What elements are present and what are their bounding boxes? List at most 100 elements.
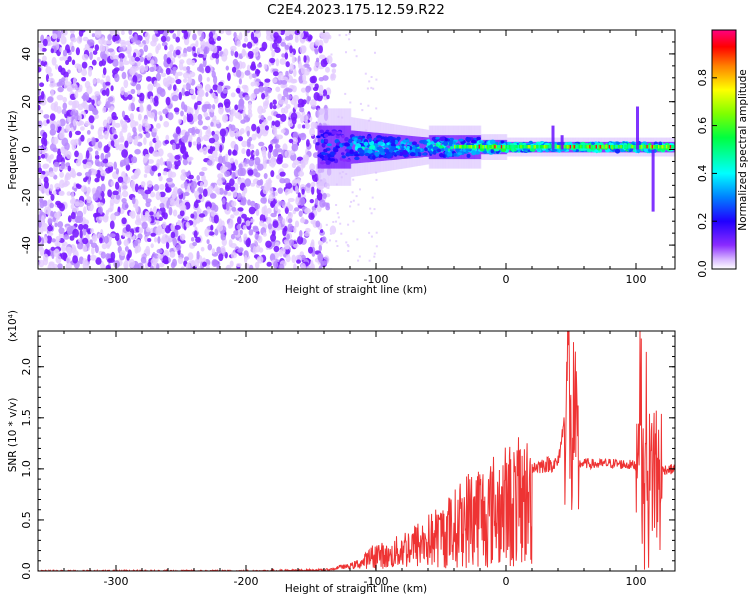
heatmap-cell	[121, 183, 128, 191]
heatmap-cell	[256, 126, 261, 134]
heatmap-cell	[102, 264, 106, 269]
heatmap-cell	[267, 150, 272, 159]
heatmap-cell	[168, 30, 175, 34]
heatmap-cell	[286, 233, 291, 240]
heatmap-cell	[233, 230, 239, 236]
heatmap-cell	[128, 258, 135, 268]
heatmap-cell	[236, 224, 242, 230]
heatmap-cell	[133, 138, 139, 146]
heatmap-cell	[82, 224, 89, 230]
heatmap-cell	[481, 145, 484, 149]
snr-y-multiplier: (x10⁴)	[7, 310, 19, 342]
heatmap-cell	[652, 145, 655, 149]
heatmap-cell	[85, 161, 93, 169]
heatmap-cell	[131, 96, 136, 103]
heatmap-cell	[401, 147, 405, 150]
heatmap-cell	[385, 150, 390, 155]
heatmap-cell	[364, 72, 367, 75]
heatmap-cell	[614, 148, 621, 154]
y-tick-label: 20	[20, 95, 33, 109]
heatmap-cell	[196, 100, 202, 106]
heatmap-cell	[229, 218, 234, 228]
heatmap-cell	[261, 92, 266, 100]
heatmap-cell	[145, 127, 149, 132]
heatmap-cell	[92, 235, 96, 242]
heatmap-cell	[304, 207, 311, 214]
heatmap-cell	[269, 57, 276, 64]
heatmap-cell	[309, 199, 314, 204]
heatmap-cell	[534, 145, 537, 149]
heatmap-cell	[38, 155, 41, 160]
spectrogram-y-ticks: -40 -20 0 20 40	[20, 29, 675, 270]
heatmap-cell	[551, 149, 558, 152]
heatmap-cell	[202, 188, 208, 197]
heatmap-cell	[275, 86, 281, 93]
heatmap-cell	[344, 142, 350, 147]
heatmap-cell	[74, 201, 81, 207]
heatmap-cell	[277, 93, 283, 101]
heatmap-cell	[183, 66, 187, 71]
heatmap-cell	[168, 206, 173, 216]
heatmap-cell	[192, 46, 196, 52]
x-tick-label: 0	[503, 575, 510, 588]
heatmap-cell	[72, 207, 78, 213]
heatmap-cell	[638, 145, 641, 149]
heatmap-cell	[166, 51, 173, 60]
heatmap-cell	[82, 228, 87, 236]
heatmap-cell	[164, 259, 169, 265]
heatmap-cell	[230, 214, 235, 219]
heatmap-cell	[341, 152, 345, 156]
heatmap-cell	[46, 235, 52, 244]
heatmap-cell	[107, 48, 115, 53]
heatmap-cell	[144, 123, 151, 130]
heatmap-cell	[86, 130, 91, 135]
heatmap-cell	[57, 148, 62, 156]
heatmap-cell	[513, 145, 516, 149]
heatmap-cell	[66, 226, 72, 235]
heatmap-cell	[211, 92, 216, 99]
heatmap-cell	[230, 124, 236, 132]
heatmap-cell	[121, 149, 128, 158]
heatmap-cell	[91, 59, 97, 66]
heatmap-cell	[578, 145, 581, 149]
heatmap-cell	[87, 39, 95, 47]
heatmap-cell	[234, 104, 239, 111]
heatmap-cell	[156, 263, 160, 269]
heatmap-cell	[76, 172, 83, 177]
heatmap-cell	[511, 147, 515, 153]
heatmap-cell	[565, 145, 568, 149]
heatmap-cell	[182, 158, 189, 166]
heatmap-cell	[138, 123, 143, 133]
heatmap-cell	[373, 255, 376, 258]
heatmap-cell	[262, 232, 267, 237]
heatmap-cell	[223, 190, 228, 195]
heatmap-cell	[254, 172, 261, 178]
heatmap-cell	[341, 134, 345, 139]
heatmap-cell	[246, 30, 251, 34]
heatmap-cell	[500, 140, 505, 144]
heatmap-cell	[636, 106, 639, 150]
heatmap-cell	[288, 212, 294, 219]
heatmap-cell	[206, 264, 210, 269]
heatmap-cell	[261, 108, 266, 114]
heatmap-cell	[459, 145, 461, 149]
heatmap-cell	[584, 145, 586, 149]
heatmap-cell	[158, 111, 162, 116]
heatmap-cell	[504, 145, 507, 149]
heatmap-cell	[422, 137, 425, 158]
heatmap-cell	[375, 178, 378, 181]
heatmap-cell	[470, 145, 473, 149]
heatmap-cell	[91, 137, 96, 147]
heatmap-cell	[241, 213, 247, 219]
heatmap-cell	[59, 131, 65, 140]
heatmap-cell	[258, 85, 264, 93]
heatmap-cell	[132, 75, 138, 84]
heatmap-cell	[370, 76, 373, 78]
heatmap-cell	[447, 135, 450, 160]
heatmap-cell	[78, 223, 84, 231]
heatmap-cell	[300, 114, 305, 124]
heatmap-cell	[214, 143, 221, 152]
heatmap-cell	[448, 135, 451, 160]
heatmap-cell	[121, 190, 129, 198]
heatmap-cell	[52, 190, 57, 196]
